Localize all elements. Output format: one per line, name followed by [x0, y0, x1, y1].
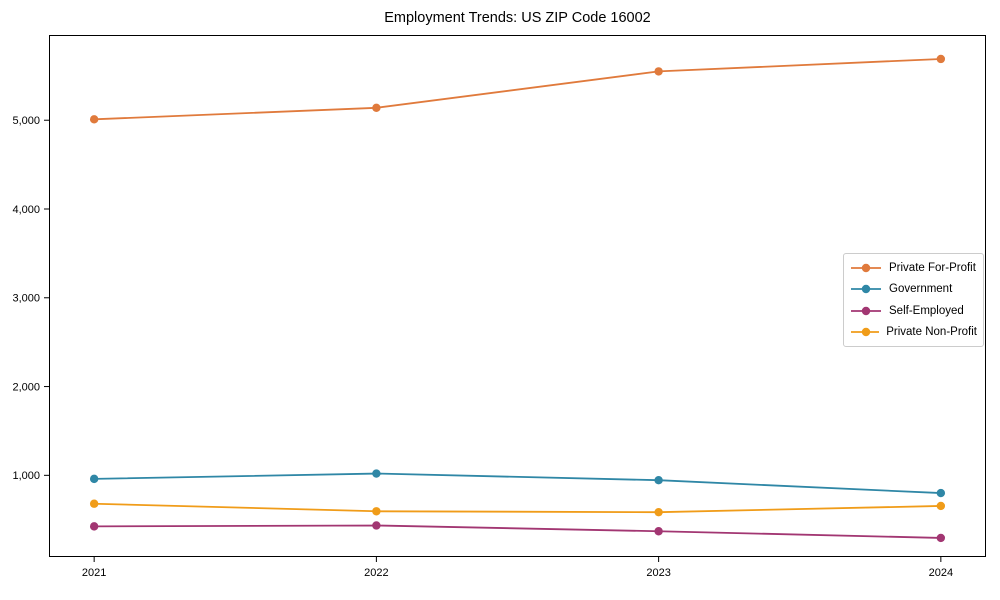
series-self-employed: [89, 521, 946, 543]
x-tick-label: 2024: [929, 567, 953, 579]
data-point: [654, 476, 663, 485]
data-point: [654, 507, 663, 517]
x-axis: 2021 2022 2023 2024: [82, 557, 953, 579]
data-point: [936, 533, 946, 543]
data-point: [936, 488, 946, 498]
data-point: [654, 527, 663, 536]
y-tick-label: 1,000: [12, 470, 40, 482]
plot-border: [49, 35, 986, 557]
data-point: [936, 54, 946, 64]
data-point: [89, 499, 99, 508]
legend-marker-self-employed: [851, 306, 881, 315]
legend-label: Government: [889, 283, 953, 296]
y-tick-label: 5,000: [12, 115, 40, 127]
legend-label: Self-Employed: [889, 304, 964, 317]
legend-label: Private Non-Profit: [886, 326, 977, 339]
data-point: [936, 501, 946, 511]
x-tick-label: 2021: [82, 567, 106, 579]
legend-label: Private For-Profit: [889, 261, 976, 274]
y-tick-label: 3,000: [12, 293, 40, 305]
data-point: [372, 103, 381, 112]
legend-marker-government: [851, 285, 881, 294]
series-government: [89, 469, 946, 498]
chart-title: Employment Trends: US ZIP Code 16002: [384, 10, 651, 26]
x-tick-label: 2022: [364, 567, 388, 579]
data-point: [372, 469, 381, 478]
data-point: [372, 507, 381, 516]
series-private-non-profit: [89, 499, 946, 517]
data-point: [89, 522, 99, 531]
legend-item-private-for-profit: Private For-Profit: [850, 262, 977, 274]
data-point: [372, 521, 381, 530]
legend-item-self-employed: Self-Employed: [850, 305, 977, 317]
data-point: [89, 115, 99, 124]
legend-item-government: Government: [850, 283, 977, 295]
x-tick-label: 2023: [646, 567, 670, 579]
y-axis: 1,000 2,000 3,000 4,000 5,000: [12, 115, 49, 482]
data-point: [89, 474, 99, 484]
data-point: [654, 67, 663, 76]
legend-box: Private For-Profit Government Self-Employe…: [843, 253, 984, 347]
y-tick-label: 4,000: [12, 204, 40, 216]
y-tick-label: 2,000: [12, 381, 40, 393]
legend-marker-private-non-profit: [851, 328, 880, 337]
legend-item-private-non-profit: Private Non-Profit: [850, 326, 977, 338]
legend-marker-private-for-profit: [851, 263, 881, 272]
series-private-for-profit: [89, 54, 946, 124]
